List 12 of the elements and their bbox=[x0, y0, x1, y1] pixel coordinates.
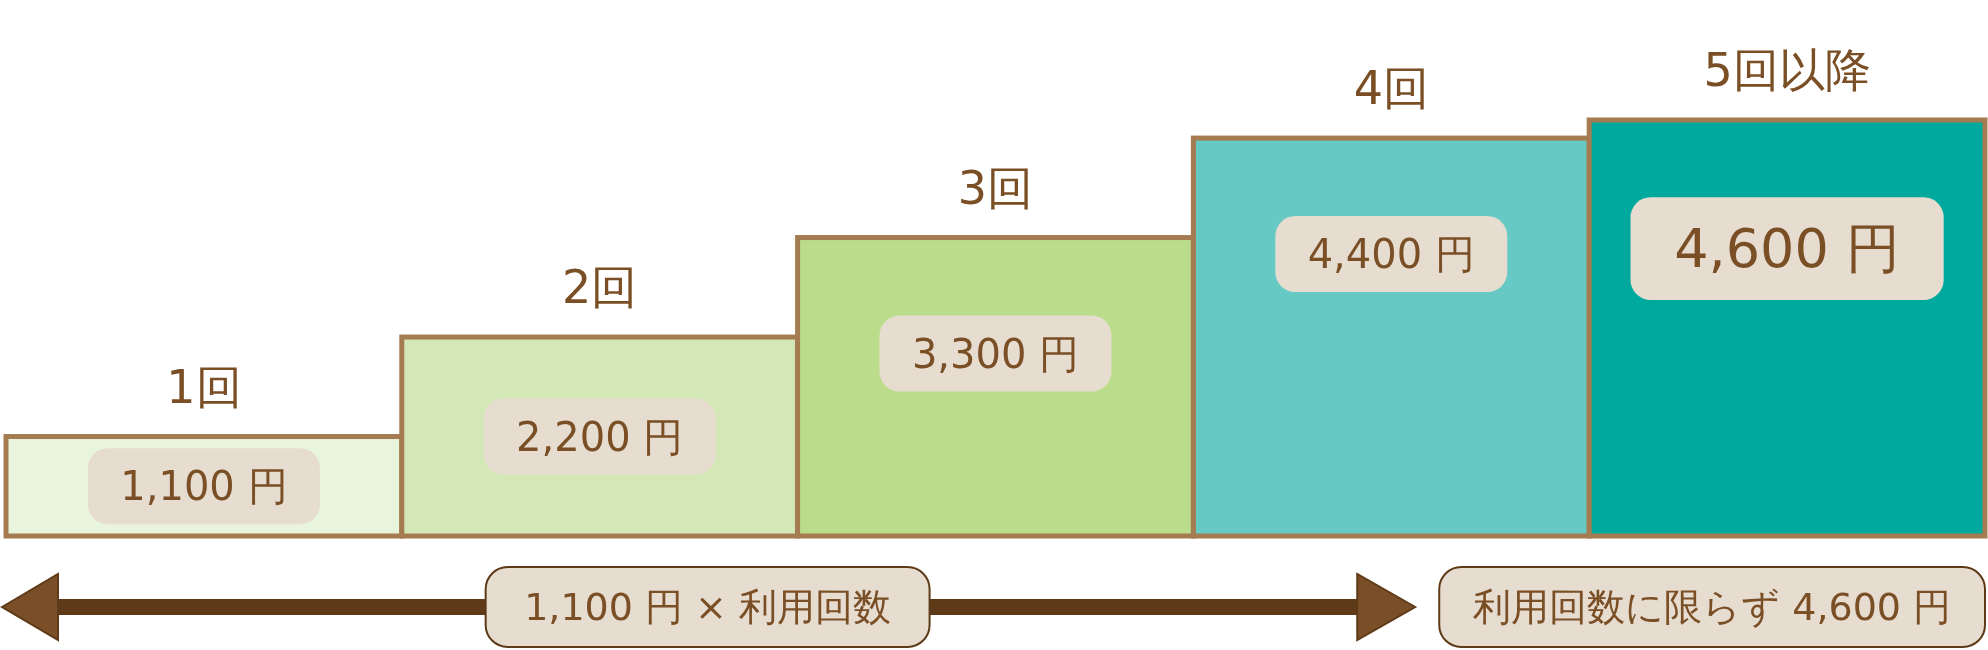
data-label: 1,100 円 bbox=[120, 463, 288, 510]
x-tick-label: 5回以降 bbox=[1703, 43, 1871, 97]
x-tick-label: 4回 bbox=[1353, 61, 1429, 116]
x-tick-label: 1回 bbox=[166, 359, 242, 414]
data-label: 2,200 円 bbox=[516, 413, 684, 460]
data-label: 3,300 円 bbox=[911, 330, 1080, 377]
data-label: 4,600 円 bbox=[1674, 217, 1900, 281]
text: 利用回数に限らず 4,600 円 bbox=[1473, 585, 1952, 629]
x-tick-label: 2回 bbox=[562, 260, 638, 315]
data-label: 4,400 円 bbox=[1307, 231, 1475, 278]
text: 1,100 円 × 利用回数 bbox=[524, 585, 892, 629]
x-tick-label: 3回 bbox=[957, 160, 1034, 215]
